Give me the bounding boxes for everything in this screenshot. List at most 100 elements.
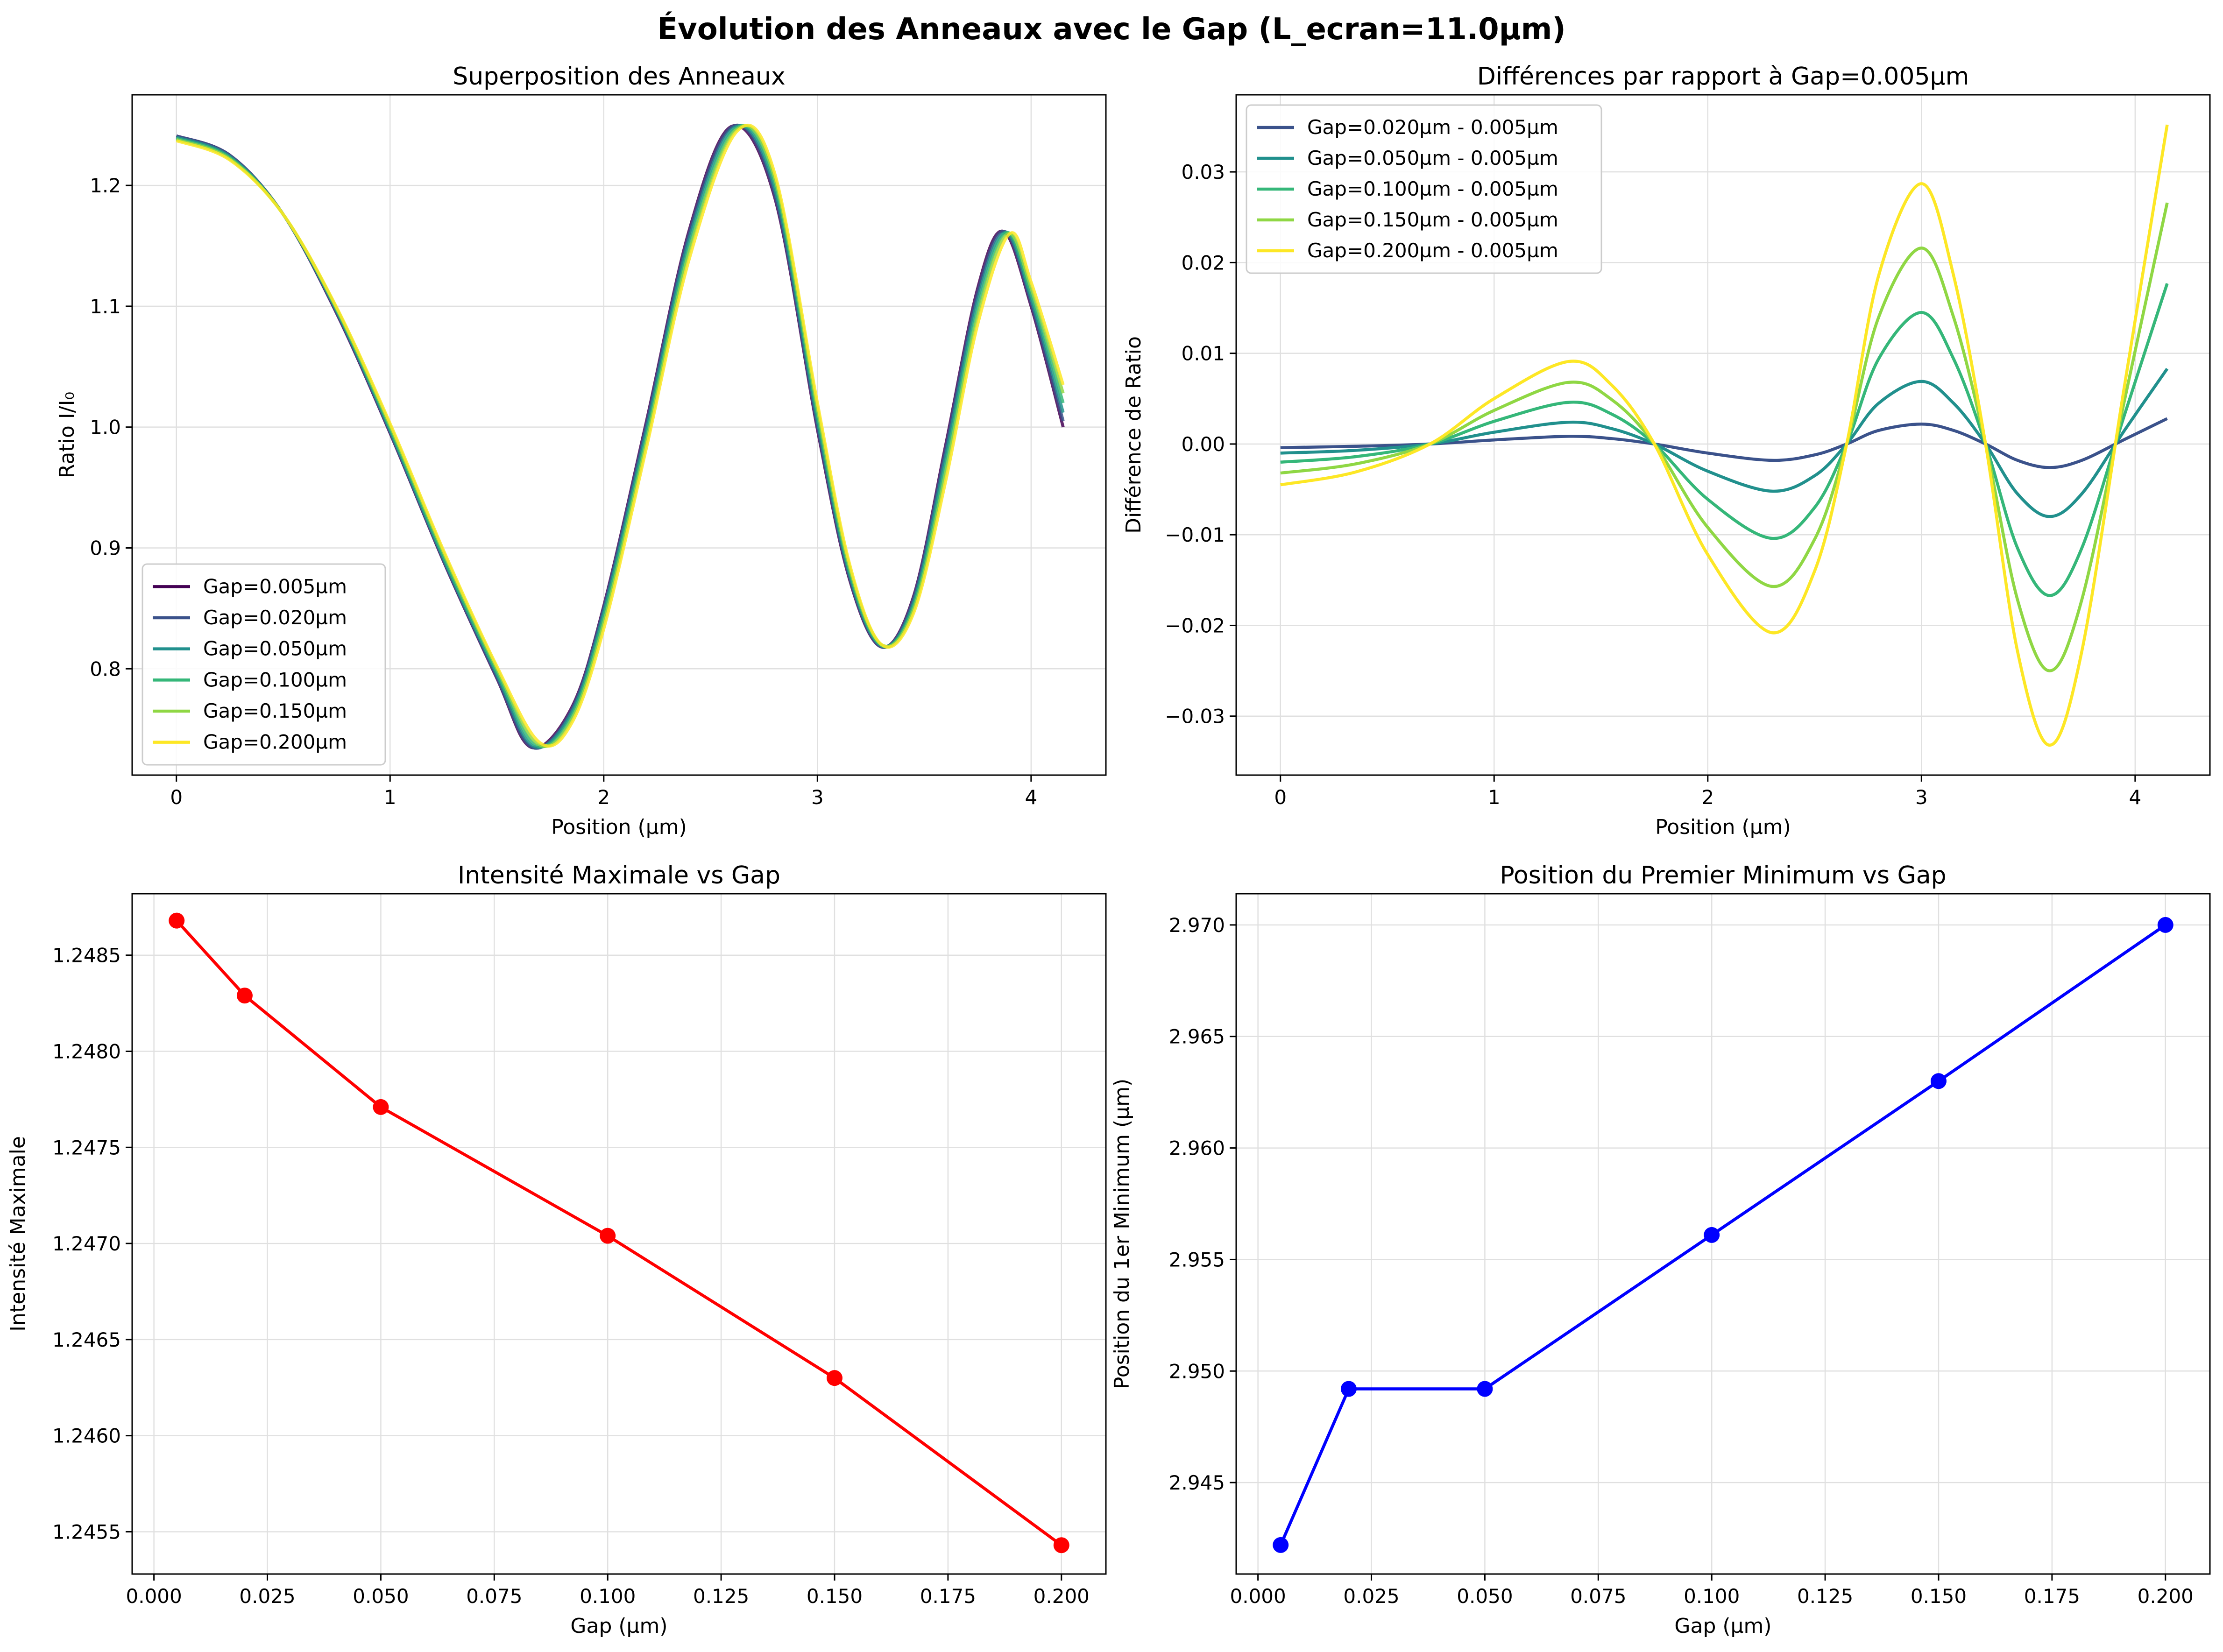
x-tick-label: 0.200 bbox=[2138, 1585, 2194, 1608]
y-tick-label: −0.02 bbox=[1165, 614, 1225, 637]
x-tick-label: 0.025 bbox=[1343, 1585, 1399, 1608]
chart-panel-minpos: 0.000 0.025 0.050 0.075 0.100 0.125 0.150 0.175… bbox=[1110, 861, 2211, 1638]
data-point-4 bbox=[826, 1370, 842, 1386]
x-tick-label: 1 bbox=[384, 786, 396, 809]
y-tick-label: 2.950 bbox=[1169, 1360, 1225, 1383]
legend-label: Gap=0.100µm - 0.005µm bbox=[1307, 177, 1558, 200]
y-tick-label: 1.0 bbox=[90, 416, 121, 439]
x-tick-label: 0.025 bbox=[239, 1585, 295, 1608]
legend-label: Gap=0.200µm - 0.005µm bbox=[1307, 239, 1558, 262]
chart-panel-rings: 0 1 2 3 4 0.8 0.9 1.0 1.1 1.2 Superposition des An… bbox=[55, 63, 1107, 839]
legend-box bbox=[1246, 104, 1602, 274]
legend: Gap=0.005µm Gap=0.020µm Gap=0.050µm Gap=0.1… bbox=[142, 563, 386, 766]
y-tick-label: 2.960 bbox=[1169, 1137, 1225, 1160]
data-point-1 bbox=[1340, 1381, 1357, 1397]
x-tick-label: 0.100 bbox=[1684, 1585, 1740, 1608]
legend-box bbox=[142, 563, 386, 766]
panel-title: Position du Premier Minimum vs Gap bbox=[1500, 861, 1946, 890]
x-axis-label: Gap (µm) bbox=[570, 1614, 667, 1638]
x-tick-label: 0.150 bbox=[807, 1585, 863, 1608]
plot-area bbox=[169, 912, 1069, 1553]
x-tick-label: 4 bbox=[2129, 786, 2141, 809]
data-point-1 bbox=[236, 988, 253, 1004]
series-line-3 bbox=[1280, 202, 2169, 672]
y-axis-label: Ratio I/I₀ bbox=[55, 392, 79, 478]
x-axis-label: Position (µm) bbox=[551, 815, 687, 839]
y-tick-label: 0.03 bbox=[1181, 161, 1225, 184]
y-tick-label: 1.2 bbox=[90, 174, 121, 197]
y-tick-label: 2.955 bbox=[1169, 1248, 1225, 1271]
legend-label: Gap=0.150µm - 0.005µm bbox=[1307, 208, 1558, 231]
x-tick-label: 2 bbox=[1701, 786, 1714, 809]
y-tick-label: 2.945 bbox=[1169, 1471, 1225, 1494]
x-tick-label: 0 bbox=[170, 786, 183, 809]
axes-frame bbox=[1235, 893, 2211, 1575]
data-point-5 bbox=[1053, 1537, 1069, 1553]
data-point-2 bbox=[373, 1099, 389, 1115]
x-tick-label: 2 bbox=[597, 786, 610, 809]
y-tick-label: 1.2480 bbox=[52, 1040, 121, 1063]
figure-title: Évolution des Anneaux avec le Gap (L_ecr… bbox=[657, 11, 1565, 47]
legend-label: Gap=0.005µm bbox=[203, 575, 347, 598]
x-tick-label: 0.125 bbox=[1797, 1585, 1853, 1608]
data-point-4 bbox=[1930, 1073, 1947, 1089]
series-line-0 bbox=[175, 919, 1062, 1546]
y-tick-label: −0.01 bbox=[1165, 523, 1225, 546]
plot-area bbox=[176, 123, 1065, 750]
y-tick-label: 0.02 bbox=[1181, 251, 1225, 274]
series-line-0 bbox=[1279, 924, 2166, 1546]
x-tick-label: 0.100 bbox=[580, 1585, 636, 1608]
y-tick-label: 1.2455 bbox=[52, 1520, 121, 1543]
x-tick-label: 0.200 bbox=[1034, 1585, 1090, 1608]
y-tick-label: 1.2465 bbox=[52, 1328, 121, 1351]
data-point-2 bbox=[1477, 1381, 1493, 1397]
legend-label: Gap=0.020µm - 0.005µm bbox=[1307, 116, 1558, 139]
y-tick-label: 1.2470 bbox=[52, 1232, 121, 1255]
y-tick-label: 1.1 bbox=[90, 295, 121, 318]
y-tick-label: 2.965 bbox=[1169, 1025, 1225, 1048]
y-tick-label: 1.2460 bbox=[52, 1425, 121, 1447]
x-tick-label: 0.075 bbox=[466, 1585, 522, 1608]
panel-title: Différences par rapport à Gap=0.005µm bbox=[1477, 63, 1969, 91]
chart-panel-diffs: 0 1 2 3 4 −0.03 −0.02 −0.01 0.00 0.01 0.02 0.03 Diff… bbox=[1122, 63, 2211, 839]
chart-panel-imax: 0.000 0.025 0.050 0.075 0.100 0.125 0.150 0.175… bbox=[6, 861, 1107, 1638]
x-tick-label: 0.050 bbox=[1457, 1585, 1513, 1608]
panels: 0 1 2 3 4 0.8 0.9 1.0 1.1 1.2 Superposition des An… bbox=[6, 63, 2211, 1638]
series-line-0 bbox=[1280, 417, 2168, 469]
x-axis-label: Position (µm) bbox=[1655, 815, 1791, 839]
x-tick-label: 1 bbox=[1488, 786, 1501, 809]
series-line-4 bbox=[1280, 124, 2169, 747]
y-tick-label: 0.9 bbox=[90, 537, 121, 559]
y-tick-label: 1.2475 bbox=[52, 1136, 121, 1159]
legend-label: Gap=0.200µm bbox=[203, 731, 347, 754]
data-point-3 bbox=[1704, 1227, 1720, 1243]
x-tick-label: 0 bbox=[1274, 786, 1287, 809]
x-tick-label: 0.050 bbox=[353, 1585, 409, 1608]
series-line-1 bbox=[1280, 367, 2169, 518]
x-tick-label: 0.125 bbox=[693, 1585, 749, 1608]
legend-label: Gap=0.050µm bbox=[203, 637, 347, 660]
x-tick-label: 0.000 bbox=[1230, 1585, 1286, 1608]
legend-label: Gap=0.150µm bbox=[203, 699, 347, 722]
axes-frame bbox=[131, 893, 1107, 1575]
x-tick-label: 3 bbox=[811, 786, 824, 809]
x-tick-label: 0.000 bbox=[126, 1585, 182, 1608]
x-tick-label: 0.175 bbox=[920, 1585, 976, 1608]
legend: Gap=0.020µm - 0.005µm Gap=0.050µm - 0.005… bbox=[1246, 104, 1602, 274]
x-axis-label: Gap (µm) bbox=[1674, 1614, 1771, 1638]
panel-title: Intensité Maximale vs Gap bbox=[458, 861, 780, 890]
data-point-0 bbox=[1273, 1537, 1289, 1553]
y-tick-label: 0.00 bbox=[1181, 433, 1225, 456]
data-point-5 bbox=[2157, 917, 2173, 933]
y-tick-label: −0.03 bbox=[1165, 705, 1225, 728]
legend-label: Gap=0.050µm - 0.005µm bbox=[1307, 147, 1558, 169]
y-axis-label: Position du 1er Minimum (µm) bbox=[1110, 1079, 1134, 1389]
x-tick-label: 0.150 bbox=[1911, 1585, 1967, 1608]
x-tick-label: 3 bbox=[1915, 786, 1928, 809]
plot-area bbox=[1273, 917, 2173, 1553]
panel-title: Superposition des Anneaux bbox=[453, 63, 786, 91]
series-line-5 bbox=[176, 123, 1065, 748]
axes-frame bbox=[131, 94, 1107, 776]
axes-frame bbox=[1235, 94, 2211, 776]
